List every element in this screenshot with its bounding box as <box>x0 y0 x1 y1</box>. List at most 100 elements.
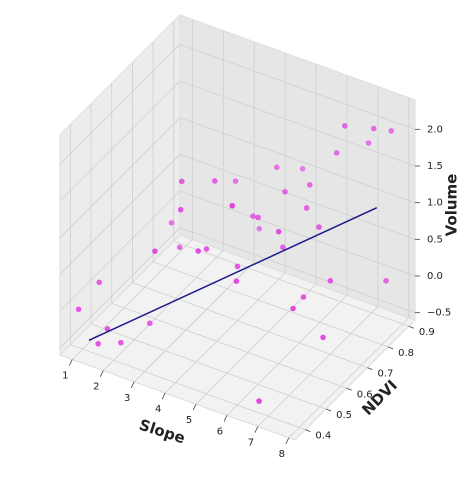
grid-line <box>111 302 347 389</box>
point <box>177 206 184 213</box>
grid-line <box>195 283 317 405</box>
tick-mark <box>99 370 104 377</box>
y-tick-label: 0.5 <box>336 410 352 421</box>
point <box>333 150 340 156</box>
x-tick-label: 2 <box>93 382 99 393</box>
point <box>152 248 158 254</box>
point <box>300 294 307 300</box>
x-tick-label: 3 <box>124 393 130 404</box>
point <box>229 202 236 209</box>
grid-line <box>59 117 181 238</box>
point <box>299 165 306 172</box>
tick-mark <box>325 408 332 412</box>
point <box>176 244 183 251</box>
point <box>256 225 263 232</box>
grid-line <box>226 295 348 416</box>
z-axis-label: Volume <box>443 174 461 237</box>
line <box>88 207 378 342</box>
floor-pane <box>59 234 416 441</box>
grid-line <box>179 43 416 130</box>
grid-line <box>103 250 224 371</box>
grid-line <box>173 240 409 327</box>
z-tick-label: 0.0 <box>427 271 443 282</box>
grid-line <box>288 317 410 439</box>
z-tick-label: 0.5 <box>427 234 443 245</box>
tick-mark <box>69 359 73 366</box>
point <box>273 164 280 171</box>
point <box>256 398 262 404</box>
grid-line <box>179 190 416 277</box>
point <box>233 278 240 284</box>
grid-line <box>59 44 181 165</box>
point <box>388 128 395 134</box>
point <box>282 188 288 195</box>
grid-line <box>152 261 389 348</box>
tick-mark <box>130 381 135 389</box>
point <box>118 339 124 346</box>
tick-mark <box>387 346 394 350</box>
grid-line <box>59 80 181 202</box>
z-tick-label: −0.5 <box>427 308 451 319</box>
z-tick-label: 1.5 <box>427 161 443 172</box>
grid-line <box>70 344 306 431</box>
point <box>306 182 313 188</box>
point <box>303 205 310 211</box>
point <box>195 248 202 254</box>
point <box>95 340 101 347</box>
point <box>327 278 334 284</box>
grid-line <box>164 272 286 394</box>
point <box>255 214 261 221</box>
point <box>178 178 185 185</box>
tick-mark <box>192 404 197 411</box>
point <box>168 220 175 226</box>
x-tick-label: 5 <box>186 415 192 426</box>
point <box>320 334 326 341</box>
point <box>280 244 286 251</box>
x-tick-label: 6 <box>217 426 223 437</box>
y-tick-label: 0.4 <box>315 431 331 442</box>
grid-line <box>132 282 368 368</box>
point <box>383 277 389 284</box>
tick-mark <box>408 325 414 329</box>
point <box>234 263 241 270</box>
point <box>250 213 256 220</box>
point <box>316 224 322 230</box>
tick-mark <box>305 429 311 433</box>
tick-mark <box>285 437 290 444</box>
y-tick-label: 0.9 <box>419 327 435 338</box>
point <box>232 178 239 184</box>
grid-line <box>59 190 181 312</box>
point <box>275 228 282 235</box>
tick-mark <box>367 367 373 370</box>
point <box>146 320 153 327</box>
tick-mark <box>161 392 166 400</box>
point <box>342 123 348 129</box>
grid-line <box>179 153 416 240</box>
point <box>290 305 296 312</box>
x-tick-label: 4 <box>155 404 161 415</box>
point <box>104 325 111 332</box>
tick-mark <box>254 426 259 433</box>
y-tick-label: 0.6 <box>357 389 373 400</box>
y-tick-label: 0.8 <box>398 348 414 359</box>
x-tick-label: 7 <box>248 438 254 449</box>
x-tick-label: 8 <box>279 449 285 460</box>
tick-mark <box>346 387 352 391</box>
point <box>96 279 103 286</box>
point <box>212 178 218 184</box>
y-tick-label: 0.7 <box>377 369 393 380</box>
x-axis-label: Slope <box>137 416 187 448</box>
grid-line <box>90 323 327 410</box>
tick-mark <box>223 415 228 422</box>
grid-line <box>257 306 379 427</box>
z-tick-label: 1.0 <box>427 198 443 209</box>
z-tick-label: 2.0 <box>427 124 443 135</box>
point <box>203 246 210 252</box>
grid-line <box>179 117 416 204</box>
point <box>365 140 372 146</box>
grid-line <box>179 227 416 314</box>
point <box>370 125 377 132</box>
point <box>75 306 82 313</box>
grid-line <box>59 154 181 275</box>
